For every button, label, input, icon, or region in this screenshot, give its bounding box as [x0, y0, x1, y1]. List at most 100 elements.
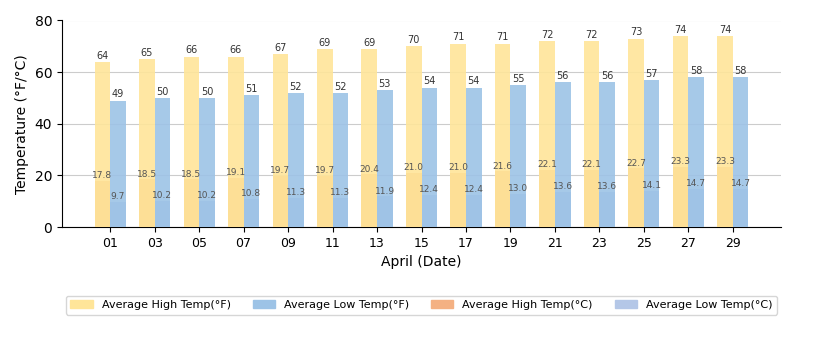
Text: 50: 50 — [156, 87, 168, 97]
Text: 19.7: 19.7 — [315, 167, 334, 176]
Bar — [451, 44, 466, 227]
Text: 21.6: 21.6 — [493, 161, 513, 171]
Text: 52: 52 — [290, 81, 302, 92]
Text: 58: 58 — [690, 66, 702, 76]
Text: 54: 54 — [467, 76, 480, 87]
Bar — [406, 46, 422, 227]
Bar — [228, 57, 243, 227]
Text: 50: 50 — [201, 87, 213, 97]
Legend: Average High Temp(°F), Average Low Temp(°F), Average High Temp(°C), Average Low : Average High Temp(°F), Average Low Temp(… — [66, 296, 777, 315]
Bar — [95, 181, 110, 227]
Bar — [199, 98, 215, 227]
Bar — [199, 201, 215, 227]
Bar — [555, 192, 570, 227]
Text: 69: 69 — [319, 38, 331, 48]
Text: 53: 53 — [378, 79, 391, 89]
Text: 10.8: 10.8 — [242, 189, 261, 198]
Text: 10.2: 10.2 — [153, 191, 173, 200]
Text: 74: 74 — [675, 25, 686, 35]
Text: 22.1: 22.1 — [582, 160, 602, 169]
Bar — [555, 83, 570, 227]
Bar — [333, 93, 348, 227]
Text: 20.4: 20.4 — [359, 165, 379, 174]
Text: 71: 71 — [452, 33, 465, 42]
Bar — [183, 179, 199, 227]
Text: 19.7: 19.7 — [271, 167, 290, 176]
Bar — [317, 176, 333, 227]
Text: 55: 55 — [512, 74, 525, 84]
Bar — [272, 54, 288, 227]
Bar — [110, 101, 125, 227]
Bar — [288, 93, 304, 227]
Bar — [644, 80, 660, 227]
Text: 18.5: 18.5 — [181, 169, 202, 178]
Text: 64: 64 — [96, 51, 109, 60]
Text: 9.7: 9.7 — [110, 192, 125, 201]
Text: 14.7: 14.7 — [730, 180, 750, 188]
Text: 52: 52 — [334, 81, 347, 92]
Bar — [688, 189, 704, 227]
Text: 56: 56 — [557, 71, 569, 81]
Bar — [540, 41, 555, 227]
Bar — [599, 83, 615, 227]
Bar — [717, 167, 733, 227]
Text: 66: 66 — [230, 45, 242, 55]
Text: 72: 72 — [585, 30, 598, 40]
Text: 18.5: 18.5 — [137, 169, 157, 178]
Text: 66: 66 — [185, 45, 198, 55]
Bar — [377, 90, 393, 227]
Text: 12.4: 12.4 — [419, 185, 439, 194]
Bar — [333, 198, 348, 227]
Text: 14.7: 14.7 — [686, 180, 706, 188]
Bar — [644, 191, 660, 227]
Bar — [628, 39, 644, 227]
Bar — [154, 98, 170, 227]
Bar — [540, 170, 555, 227]
Text: 22.7: 22.7 — [626, 159, 646, 168]
Text: 69: 69 — [364, 38, 375, 48]
Text: 58: 58 — [735, 66, 747, 76]
Text: 13.6: 13.6 — [597, 182, 618, 191]
Bar — [110, 202, 125, 227]
Bar — [466, 195, 481, 227]
Text: 11.9: 11.9 — [375, 187, 395, 195]
Bar — [362, 49, 377, 227]
Text: 57: 57 — [646, 69, 658, 79]
Bar — [406, 173, 422, 227]
Bar — [362, 174, 377, 227]
Text: 54: 54 — [423, 76, 436, 87]
Bar — [243, 96, 259, 227]
Text: 23.3: 23.3 — [671, 157, 691, 166]
Text: 11.3: 11.3 — [286, 188, 306, 197]
Bar — [154, 201, 170, 227]
Bar — [422, 195, 437, 227]
Bar — [583, 41, 599, 227]
Bar — [673, 167, 688, 227]
Bar — [139, 59, 154, 227]
Text: 49: 49 — [112, 89, 124, 99]
Text: 56: 56 — [601, 71, 613, 81]
Text: 22.1: 22.1 — [537, 160, 557, 169]
Bar — [495, 171, 510, 227]
Text: 17.8: 17.8 — [92, 171, 112, 180]
Bar — [139, 179, 154, 227]
Text: 23.3: 23.3 — [715, 157, 735, 166]
Bar — [733, 77, 749, 227]
Text: 74: 74 — [719, 25, 731, 35]
Text: 71: 71 — [496, 33, 509, 42]
Bar — [95, 62, 110, 227]
Bar — [495, 44, 510, 227]
Bar — [466, 88, 481, 227]
Bar — [183, 57, 199, 227]
Bar — [288, 198, 304, 227]
Bar — [510, 194, 526, 227]
Text: 70: 70 — [408, 35, 420, 45]
Text: 13.6: 13.6 — [553, 182, 573, 191]
Text: 10.2: 10.2 — [197, 191, 217, 200]
Bar — [673, 36, 688, 227]
Text: 19.1: 19.1 — [226, 168, 246, 177]
X-axis label: April (Date): April (Date) — [381, 256, 461, 269]
Text: 72: 72 — [541, 30, 554, 40]
Bar — [628, 168, 644, 227]
Bar — [717, 36, 733, 227]
